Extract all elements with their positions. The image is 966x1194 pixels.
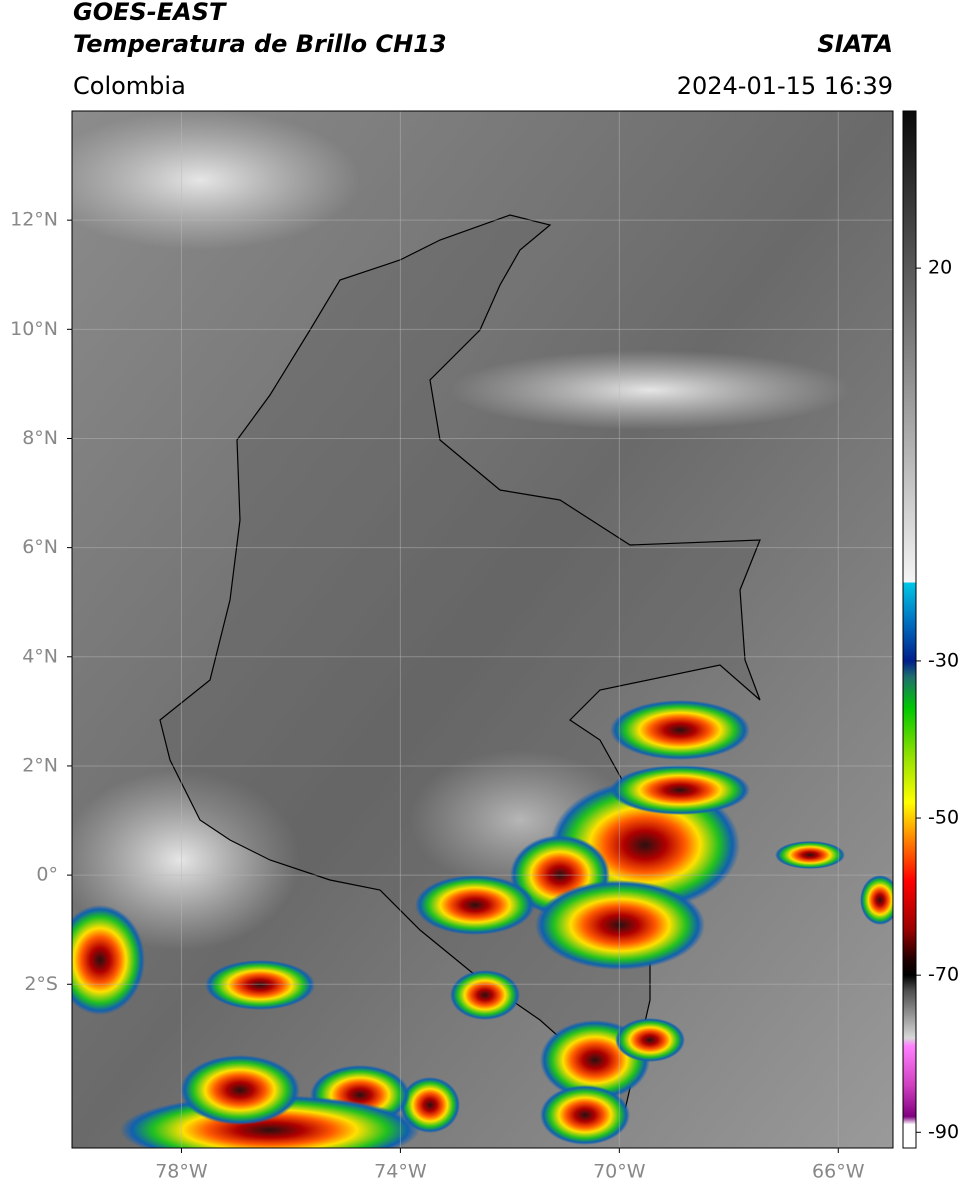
y-tick-label: 0° bbox=[36, 864, 58, 886]
y-tick-label: 4°N bbox=[22, 645, 58, 667]
title: GOES-EAST bbox=[73, 0, 227, 26]
convective-clouds bbox=[72, 700, 893, 1148]
y-tick-label: 10°N bbox=[10, 318, 58, 340]
cloud bbox=[72, 111, 360, 250]
storm bbox=[72, 905, 145, 1015]
grid bbox=[72, 111, 893, 1148]
source: SIATA bbox=[817, 30, 893, 58]
colorbar-tick-label: 20 bbox=[928, 257, 952, 279]
storm bbox=[180, 1055, 300, 1125]
colorbar-tick-label: -50 bbox=[928, 807, 959, 829]
y-tick-label: 12°N bbox=[10, 209, 58, 231]
subtitle: Temperatura de Brillo CH13 bbox=[73, 30, 447, 58]
y-tick-label: 2°N bbox=[22, 754, 58, 776]
storm bbox=[775, 841, 845, 869]
storm bbox=[610, 700, 750, 760]
colorbar-tick-label: -70 bbox=[928, 964, 959, 986]
y-tick-label: 2°S bbox=[24, 973, 58, 995]
colorbar-tick-label: -90 bbox=[928, 1121, 959, 1143]
storm bbox=[615, 1018, 685, 1062]
storm bbox=[450, 970, 520, 1020]
region: Colombia bbox=[73, 72, 186, 100]
colorbar-tick-label: -30 bbox=[928, 649, 959, 671]
cloud bbox=[450, 350, 850, 430]
storm bbox=[860, 875, 893, 925]
storm bbox=[610, 765, 750, 815]
colorbar bbox=[902, 110, 917, 1149]
storm bbox=[535, 880, 705, 970]
x-tick-label: 70°W bbox=[593, 1161, 646, 1183]
x-tick-label: 74°W bbox=[374, 1161, 427, 1183]
cloud bbox=[72, 770, 300, 950]
x-tick-label: 66°W bbox=[812, 1161, 865, 1183]
map-frame bbox=[71, 110, 894, 1149]
y-tick-label: 8°N bbox=[22, 427, 58, 449]
datetime: 2024-01-15 16:39 bbox=[677, 72, 893, 100]
storm bbox=[415, 875, 535, 935]
satellite-image bbox=[72, 111, 893, 1148]
storm bbox=[540, 1085, 630, 1145]
y-tick-label: 6°N bbox=[22, 536, 58, 558]
x-tick-label: 78°W bbox=[155, 1161, 208, 1183]
storm bbox=[400, 1077, 460, 1133]
storm bbox=[205, 960, 315, 1010]
